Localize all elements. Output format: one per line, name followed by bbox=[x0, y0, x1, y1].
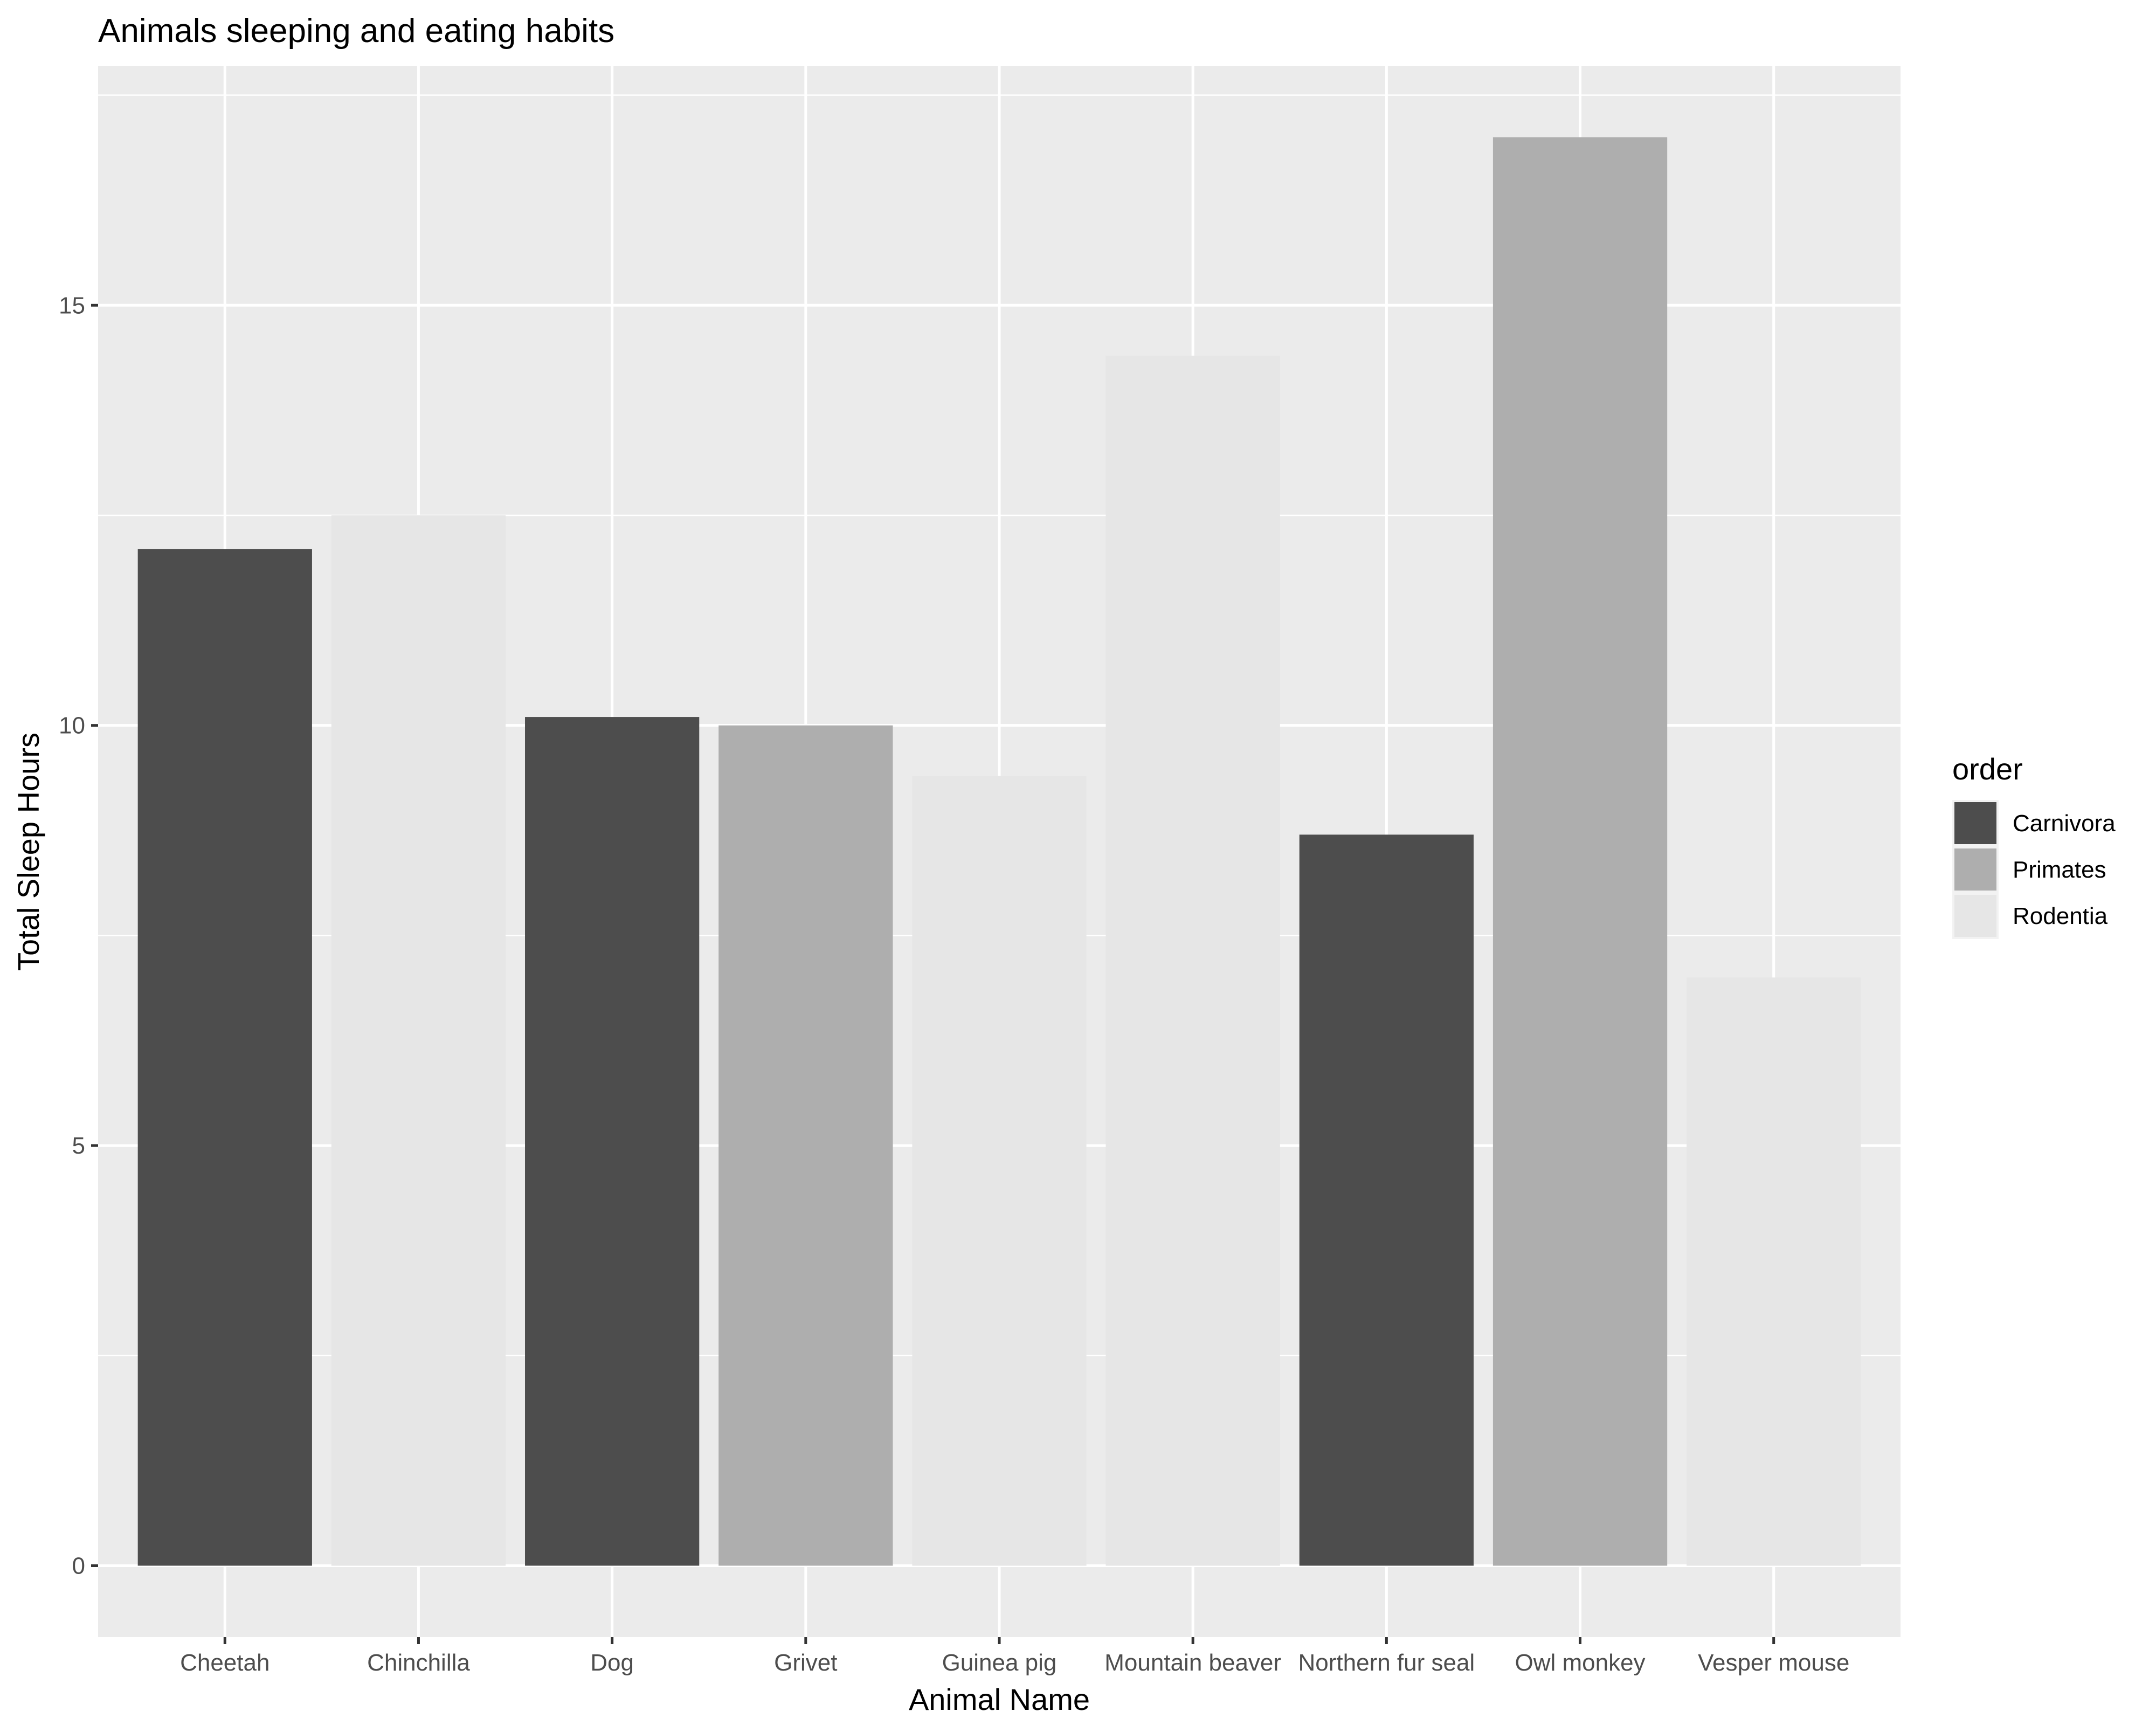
x-axis: Cheetah Chinchilla Dog Grivet Guinea pig Moun… bbox=[180, 1637, 1849, 1676]
bar-cheetah bbox=[137, 549, 312, 1566]
legend-label: Rodentia bbox=[2013, 903, 2108, 929]
bar-northern-fur-seal bbox=[1299, 834, 1474, 1566]
x-tick-label: Vesper mouse bbox=[1698, 1650, 1849, 1676]
y-tick-label: 5 bbox=[72, 1133, 85, 1159]
bar-owl-monkey bbox=[1492, 137, 1668, 1566]
y-axis-title: Total Sleep Hours bbox=[11, 733, 45, 971]
x-axis-title: Animal Name bbox=[909, 1682, 1090, 1716]
x-tick-label: Cheetah bbox=[180, 1650, 270, 1676]
legend: order Carnivora Primates Rodentia bbox=[1952, 752, 2116, 939]
x-tick-label: Owl monkey bbox=[1515, 1650, 1645, 1676]
y-axis: 0 5 10 15 bbox=[59, 292, 98, 1579]
y-tick-label: 10 bbox=[59, 713, 85, 739]
bars bbox=[137, 137, 1861, 1566]
x-tick-label: Northern fur seal bbox=[1298, 1650, 1475, 1676]
bar-vesper-mouse bbox=[1687, 977, 1861, 1566]
legend-swatch-rodentia bbox=[1954, 895, 1996, 937]
legend-label: Primates bbox=[2013, 857, 2106, 883]
x-tick-label: Mountain beaver bbox=[1104, 1650, 1281, 1676]
legend-title: order bbox=[1952, 752, 2023, 786]
y-tick-label: 0 bbox=[72, 1553, 85, 1579]
x-tick-label: Dog bbox=[590, 1650, 634, 1676]
bar-mountain-beaver bbox=[1105, 355, 1280, 1566]
x-tick-label: Grivet bbox=[774, 1650, 837, 1676]
bar-chinchilla bbox=[331, 515, 506, 1566]
bar-guinea-pig bbox=[912, 776, 1087, 1566]
y-tick-label: 15 bbox=[59, 292, 85, 319]
bar-grivet bbox=[718, 725, 893, 1566]
legend-swatch-carnivora bbox=[1954, 802, 1996, 844]
bar-dog bbox=[525, 717, 700, 1566]
legend-swatch-primates bbox=[1954, 848, 1996, 891]
chart-title: Animals sleeping and eating habits bbox=[98, 12, 614, 50]
x-tick-label: Guinea pig bbox=[942, 1650, 1057, 1676]
x-tick-label: Chinchilla bbox=[367, 1650, 470, 1676]
legend-label: Carnivora bbox=[2013, 810, 2116, 837]
